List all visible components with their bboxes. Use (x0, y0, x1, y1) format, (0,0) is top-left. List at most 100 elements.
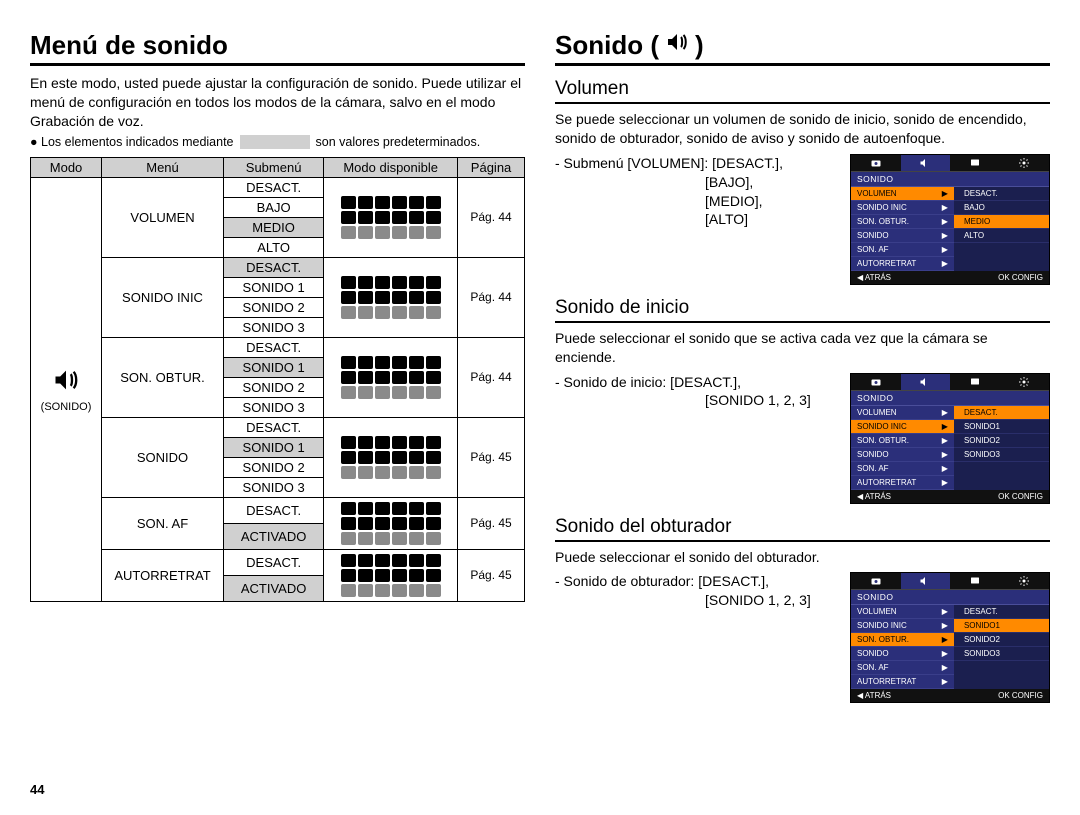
cam-menu-item: SONIDO▶ (851, 229, 954, 243)
speaker-icon (665, 30, 689, 61)
table-row: AUTORRETRATDESACT. Pág. 45 (31, 549, 525, 575)
cam-tab-setup-icon (1000, 573, 1050, 589)
submenu-value: [BAJO], (555, 173, 753, 192)
submenu-cell: SONIDO 3 (223, 397, 323, 417)
mode-icons (328, 196, 453, 239)
submenu-cell: DESACT. (223, 257, 323, 277)
note-post: son valores predeterminados. (316, 135, 481, 149)
cam-footer-ok: OK CONFIG (998, 273, 1043, 282)
submenu-cell: ACTIVADO (223, 523, 323, 549)
cam-footer: ◀ ATRÁS OK CONFIG (851, 490, 1049, 503)
mode-icons (328, 356, 453, 399)
cam-footer-ok: OK CONFIG (998, 492, 1043, 501)
cam-tab-display-icon (950, 155, 1000, 171)
cam-menu-item: SONIDO▶ (851, 448, 954, 462)
table-header-row: Modo Menú Submenú Modo disponible Página (31, 157, 525, 177)
submenu-options: - Submenú [VOLUMEN]: [DESACT.], [BAJO],[M… (555, 154, 840, 230)
mode-icons (328, 276, 453, 319)
cam-option: SONIDO1 (954, 619, 1049, 633)
cam-menu-list: VOLUMEN▶SONIDO INIC▶SON. OBTUR.▶SONIDO▶S… (851, 605, 954, 689)
submenu-cell: SONIDO 2 (223, 297, 323, 317)
cam-tab-setup-icon (1000, 155, 1050, 171)
submenu-value: [MEDIO], (555, 192, 763, 211)
mode-available-cell (324, 257, 458, 337)
submenu-value: - Submenú [VOLUMEN]: [DESACT.], (555, 155, 783, 171)
page-number: 44 (30, 782, 44, 797)
cam-tab-camera-icon (851, 573, 901, 589)
submenu-cell: DESACT. (223, 417, 323, 437)
page-cell: Pág. 45 (458, 549, 525, 601)
cam-menu-item: SONIDO INIC▶ (851, 201, 954, 215)
cam-tab-camera-icon (851, 374, 901, 390)
subsection-text: Se puede seleccionar un volumen de sonid… (555, 110, 1050, 148)
submenu-cell: DESACT. (223, 177, 323, 197)
cam-menu-item: SONIDO INIC▶ (851, 619, 954, 633)
left-title-text: Menú de sonido (30, 30, 228, 61)
menu-cell: SONIDO (102, 417, 224, 497)
cam-menu-item: VOLUMEN▶ (851, 605, 954, 619)
cam-menu-item: SONIDO INIC▶ (851, 420, 954, 434)
submenu-cell: DESACT. (223, 497, 323, 523)
mode-icons (328, 502, 453, 545)
mode-available-cell (324, 177, 458, 257)
camera-ui-preview: SONIDO VOLUMEN▶SONIDO INIC▶SON. OBTUR.▶S… (850, 373, 1050, 504)
cam-tab-setup-icon (1000, 374, 1050, 390)
camera-ui-preview: SONIDO VOLUMEN▶SONIDO INIC▶SON. OBTUR.▶S… (850, 572, 1050, 703)
page-cell: Pág. 44 (458, 257, 525, 337)
mode-available-cell (324, 497, 458, 549)
cam-footer-ok: OK CONFIG (998, 691, 1043, 700)
cam-menu-item: AUTORRETRAT▶ (851, 257, 954, 271)
cam-option: BAJO (954, 201, 1049, 215)
cam-option: DESACT. (954, 406, 1049, 420)
cam-header: SONIDO (851, 172, 1049, 187)
cam-option: SONIDO2 (954, 633, 1049, 647)
cam-option-list: DESACT.SONIDO1SONIDO2SONIDO3 (954, 605, 1049, 689)
cam-menu-item: SON. OBTUR.▶ (851, 633, 954, 647)
mode-label: (SONIDO) (37, 401, 95, 413)
submenu-cell: MEDIO (223, 217, 323, 237)
menu-cell: SONIDO INIC (102, 257, 224, 337)
cam-menu-list: VOLUMEN▶SONIDO INIC▶SON. OBTUR.▶SONIDO▶S… (851, 406, 954, 490)
page-cell: Pág. 44 (458, 337, 525, 417)
table-row: SON. AFDESACT. Pág. 45 (31, 497, 525, 523)
page-cell: Pág. 45 (458, 417, 525, 497)
submenu-cell: DESACT. (223, 549, 323, 575)
menu-cell: AUTORRETRAT (102, 549, 224, 601)
subsection-text: Puede seleccionar el sonido que se activ… (555, 329, 1050, 367)
cam-menu-item: VOLUMEN▶ (851, 187, 954, 201)
cam-option-list: DESACT.SONIDO1SONIDO2SONIDO3 (954, 406, 1049, 490)
table-row: SONIDO INICDESACT. Pág. 44 (31, 257, 525, 277)
cam-menu-item: VOLUMEN▶ (851, 406, 954, 420)
submenu-cell: SONIDO 2 (223, 377, 323, 397)
cam-option: SONIDO2 (954, 434, 1049, 448)
th-modo-disponible: Modo disponible (324, 157, 458, 177)
cam-tab-display-icon (950, 374, 1000, 390)
submenu-value: - Sonido de inicio: [DESACT.], (555, 374, 741, 390)
subsection-text: Puede seleccionar el sonido del obturado… (555, 548, 1050, 567)
cam-option: DESACT. (954, 187, 1049, 201)
cam-tab-sound-icon (901, 155, 951, 171)
submenu-value: [SONIDO 1, 2, 3] (555, 391, 811, 410)
cam-footer: ◀ ATRÁS OK CONFIG (851, 689, 1049, 702)
mode-available-cell (324, 417, 458, 497)
submenu-cell: SONIDO 3 (223, 317, 323, 337)
submenu-cell: SONIDO 3 (223, 477, 323, 497)
submenu-cell: BAJO (223, 197, 323, 217)
cam-menu-list: VOLUMEN▶SONIDO INIC▶SON. OBTUR.▶SONIDO▶S… (851, 187, 954, 271)
note-swatch (240, 135, 310, 149)
mode-cell: (SONIDO) (31, 177, 102, 601)
cam-header: SONIDO (851, 391, 1049, 406)
cam-footer: ◀ ATRÁS OK CONFIG (851, 271, 1049, 284)
cam-footer-back: ◀ ATRÁS (857, 273, 891, 282)
th-submenu: Submenú (223, 157, 323, 177)
cam-tabs (851, 374, 1049, 391)
subsection-heading: Sonido del obturador (555, 516, 1050, 542)
th-menu: Menú (102, 157, 224, 177)
submenu-cell: ALTO (223, 237, 323, 257)
left-intro: En este modo, usted puede ajustar la con… (30, 74, 525, 131)
camera-ui-preview: SONIDO VOLUMEN▶SONIDO INIC▶SON. OBTUR.▶S… (850, 154, 1050, 285)
th-pagina: Página (458, 157, 525, 177)
submenu-cell: ACTIVADO (223, 575, 323, 601)
submenu-options: - Sonido de inicio: [DESACT.],[SONIDO 1,… (555, 373, 840, 411)
subsection-heading: Sonido de inicio (555, 297, 1050, 323)
